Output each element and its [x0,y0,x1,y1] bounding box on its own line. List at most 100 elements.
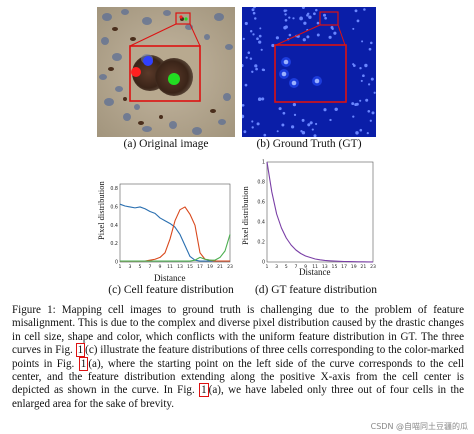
chart-c-xlabel: Distance [154,273,186,283]
gt-point [356,19,360,23]
x-tick-label: 1 [266,264,269,270]
gt-point [334,107,338,112]
gt-point [261,97,265,101]
gt-point [369,119,372,122]
gt-point [301,130,306,135]
gt-point [313,12,316,16]
gt-point [292,17,295,20]
gt-point [242,114,245,119]
figure-ref-link[interactable]: 1 [78,356,89,371]
gt-point [306,14,309,17]
gt-point [288,33,292,37]
gt-point [359,99,362,102]
x-tick-label: 13 [177,264,183,270]
gt-point [276,130,279,133]
figure-ref-link[interactable]: 1 [75,343,86,358]
gt-point [247,51,251,54]
y-tick-label: 0.4 [257,220,265,226]
x-tick-label: 17 [197,264,203,270]
gt-point [316,21,320,25]
gt-point [252,11,256,15]
gt-point [254,17,257,20]
x-tick-label: 5 [285,264,288,270]
gt-point [275,36,279,40]
gt-point [307,123,311,127]
plot-frame [266,161,374,263]
gt-point [251,70,254,73]
gt-point [352,63,355,66]
gt-point [309,121,313,125]
x-tick-label: 1 [119,264,122,270]
gt-point [359,128,363,132]
gt-point [355,131,359,135]
gt-point [315,122,318,126]
x-tick-label: 19 [351,264,357,270]
gt-point [242,103,245,107]
gt-point [308,15,312,19]
x-tick-label: 23 [227,264,233,270]
gt-point [256,122,260,126]
gt-point [367,109,371,113]
gt-point [354,103,358,107]
gt-point [291,125,295,129]
gt-point [283,9,287,13]
gt-point [354,9,358,13]
gt-point [249,57,253,60]
x-tick-label: 19 [207,264,213,270]
ground-truth-image [242,7,376,137]
gt-point [253,7,256,9]
gt-point [251,120,254,123]
gt-point [324,16,327,20]
panel-c-label: (c) Cell feature distribution [108,284,234,296]
x-tick-label: 5 [139,264,142,270]
gt-point [361,40,364,43]
panel-d-label: (d) GT feature distribution [254,284,378,296]
watermark: CSDN @自喵同土豆疆的瓜 [370,422,468,431]
y-tick-label: 0 [115,260,118,266]
gt-point [258,40,262,44]
x-tick-label: 9 [304,264,307,270]
gt-point [282,111,286,115]
gt-point [244,21,248,26]
gt-point [271,43,275,48]
gt-point [370,41,373,45]
gt-point [301,7,305,9]
panel-a-label: (a) Original image [123,138,209,150]
gt-point [360,79,363,82]
figure-caption: Figure 1: Mapping cell images to ground … [12,304,464,411]
x-tick-label: 13 [322,264,328,270]
y-tick-label: 0.6 [257,200,265,206]
chart-d-ylabel: Pixel distribution [240,186,250,245]
x-tick-label: 3 [275,264,278,270]
gt-point [254,64,258,68]
gt-feature-chart: 00.20.40.60.811 3 5 7 9 11 13 15 17 19 21 23 [257,160,376,271]
figure-ref-link[interactable]: 1 [199,383,209,398]
gt-point [364,63,368,68]
y-tick-label: 0.6 [110,204,118,210]
y-tick-label: 0.8 [110,186,118,192]
gt-point [359,67,362,70]
gt-point [351,102,355,106]
gt-point [263,133,267,137]
gt-point [323,108,327,112]
gt-point [362,74,365,78]
gt-point [260,48,263,51]
x-tick-label: 23 [370,264,376,270]
x-tick-label: 9 [159,264,162,270]
gt-point [371,111,375,115]
gt-point [251,126,254,129]
y-tick-label: 0 [262,260,265,266]
gt-point [306,35,310,39]
gt-point [292,102,297,107]
series-line [120,206,230,262]
x-tick-label: 15 [332,264,338,270]
cell-feature-chart: 00.20.40.60.81 3 5 7 9 11 13 15 17 19 21 23 [110,183,233,270]
gt-point [252,33,255,36]
gt-point [251,8,255,12]
x-tick-label: 21 [360,264,366,270]
gt-point [278,107,282,111]
gt-point [243,130,247,134]
gt-point [331,27,334,31]
gt-point [328,35,332,39]
gt-point [329,118,332,122]
